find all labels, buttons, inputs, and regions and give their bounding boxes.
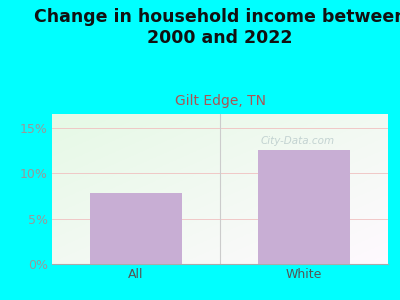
Text: Change in household income between
2000 and 2022: Change in household income between 2000 … bbox=[34, 8, 400, 47]
Bar bbox=[90, 193, 182, 264]
Text: City-Data.com: City-Data.com bbox=[260, 136, 334, 146]
Text: Gilt Edge, TN: Gilt Edge, TN bbox=[174, 94, 266, 109]
Bar bbox=[258, 150, 350, 264]
